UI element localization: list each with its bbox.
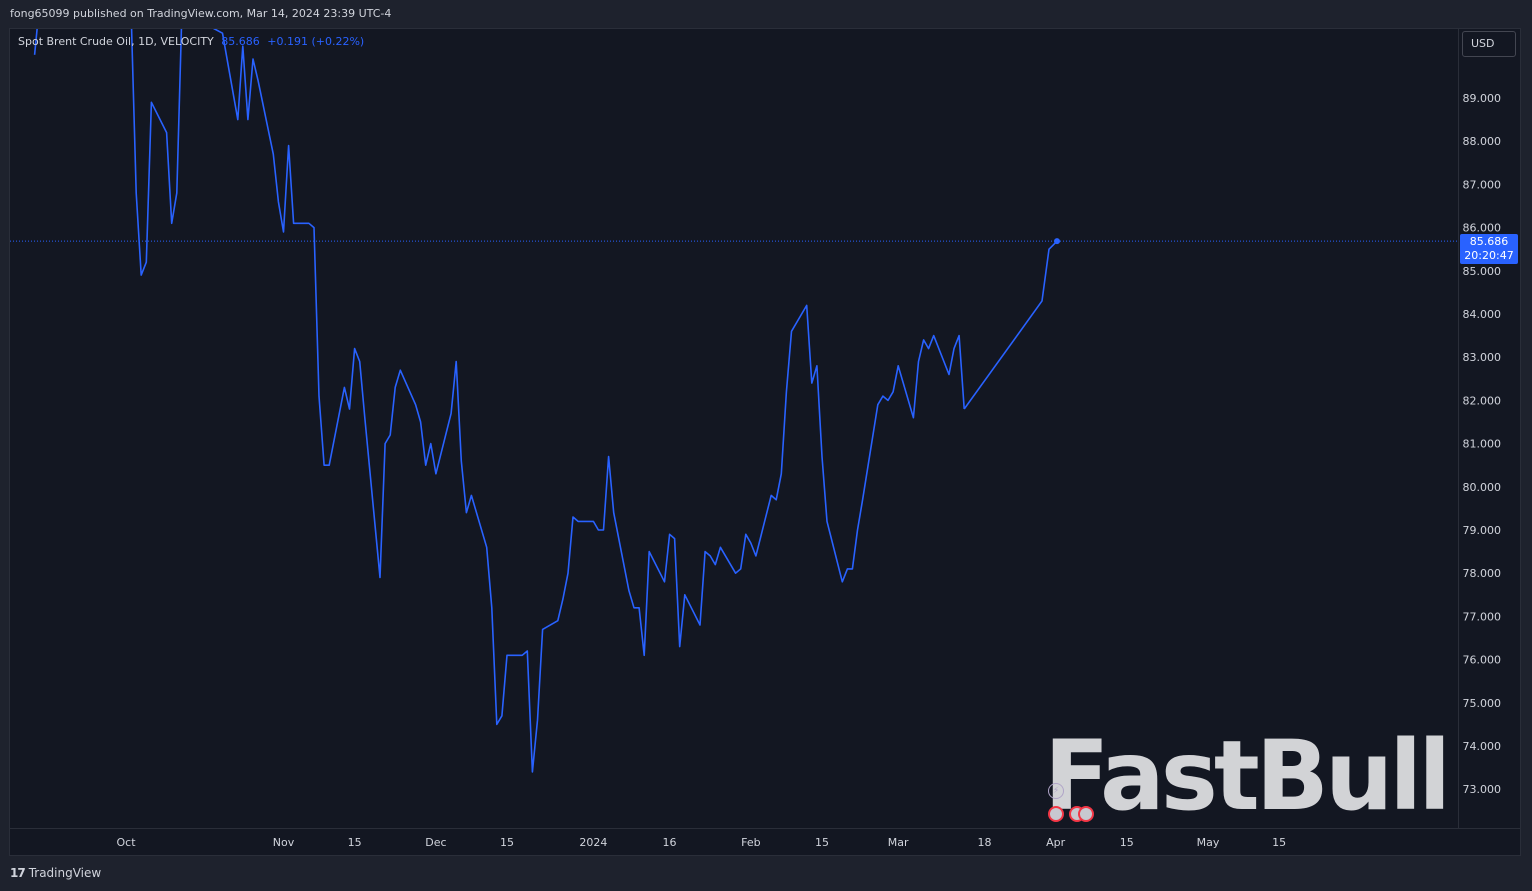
price-axis[interactable]: 89.000 88.000 87.000 86.000 85.000 84.000 83.0…: [1463, 92, 1502, 796]
x-tick-label: 15: [1272, 836, 1286, 849]
y-tick-label: 89.000: [1463, 92, 1502, 105]
x-tick-label: 15: [500, 836, 514, 849]
legend-change: +0.191 (+0.22%): [267, 35, 365, 48]
price-line: [33, 29, 965, 773]
currency-button[interactable]: USD: [1462, 31, 1516, 57]
chart-legend[interactable]: Spot Brent Crude Oil, 1D, VELOCITY 85.68…: [18, 35, 364, 48]
series-layer: [33, 29, 1060, 773]
time-axis[interactable]: Oct Nov 15 Dec 15 2024 16 Feb 15 Mar 18 Apr 15 May 15: [116, 836, 1286, 849]
legend-value: 85.686: [221, 35, 260, 48]
price-axis-separator: [1458, 28, 1459, 828]
footer-bar: [0, 857, 1532, 891]
fastbull-watermark: FastBull: [1044, 720, 1451, 832]
x-tick-label: Dec: [425, 836, 446, 849]
lightning-event-icon[interactable]: ⚡: [1048, 783, 1064, 799]
live-segment: [963, 240, 1058, 410]
y-tick-label: 74.000: [1463, 740, 1502, 753]
x-tick-label: Oct: [116, 836, 136, 849]
y-tick-label: 75.000: [1463, 697, 1502, 710]
last-price-countdown: 20:20:47: [1464, 249, 1514, 262]
y-tick-label: 86.000: [1463, 222, 1502, 235]
y-tick-label: 81.000: [1463, 438, 1502, 451]
x-tick-label: 15: [1120, 836, 1134, 849]
publish-info: fong65099 published on TradingView.com, …: [10, 7, 392, 20]
y-tick-label: 78.000: [1463, 567, 1502, 580]
us-flag-event-icon[interactable]: [1048, 806, 1064, 822]
legend-symbol: Spot Brent Crude Oil, 1D, VELOCITY: [18, 35, 214, 48]
y-tick-label: 85.000: [1463, 265, 1502, 278]
x-tick-label: Nov: [273, 836, 295, 849]
chart-pane[interactable]: [9, 28, 1521, 856]
last-price-value: 85.686: [1469, 235, 1509, 248]
tradingview-logo-icon: 17: [10, 866, 26, 880]
tradingview-brand[interactable]: 17 TradingView: [10, 866, 101, 880]
y-tick-label: 80.000: [1463, 481, 1502, 494]
us-flag-event-icon-3[interactable]: [1078, 806, 1094, 822]
x-tick-label: May: [1197, 836, 1220, 849]
x-tick-label: 18: [978, 836, 992, 849]
y-tick-label: 82.000: [1463, 394, 1502, 407]
brand-label: TradingView: [28, 866, 102, 880]
x-tick-label: Apr: [1046, 836, 1066, 849]
last-price-tag: 85.686 20:20:47: [1460, 234, 1518, 264]
x-tick-label: 16: [663, 836, 677, 849]
x-tick-label: 15: [348, 836, 362, 849]
x-tick-label: Mar: [888, 836, 909, 849]
y-tick-label: 87.000: [1463, 178, 1502, 191]
x-tick-label: Feb: [741, 836, 760, 849]
time-axis-separator: [9, 828, 1521, 829]
y-tick-label: 76.000: [1463, 654, 1502, 667]
y-tick-label: 77.000: [1463, 610, 1502, 623]
y-tick-label: 79.000: [1463, 524, 1502, 537]
x-tick-label: 15: [815, 836, 829, 849]
y-tick-label: 88.000: [1463, 135, 1502, 148]
y-tick-label: 83.000: [1463, 351, 1502, 364]
x-tick-label: 2024: [579, 836, 607, 849]
top-bar: fong65099 published on TradingView.com, …: [0, 0, 1532, 28]
y-tick-label: 73.000: [1463, 783, 1502, 796]
y-tick-label: 84.000: [1463, 308, 1502, 321]
